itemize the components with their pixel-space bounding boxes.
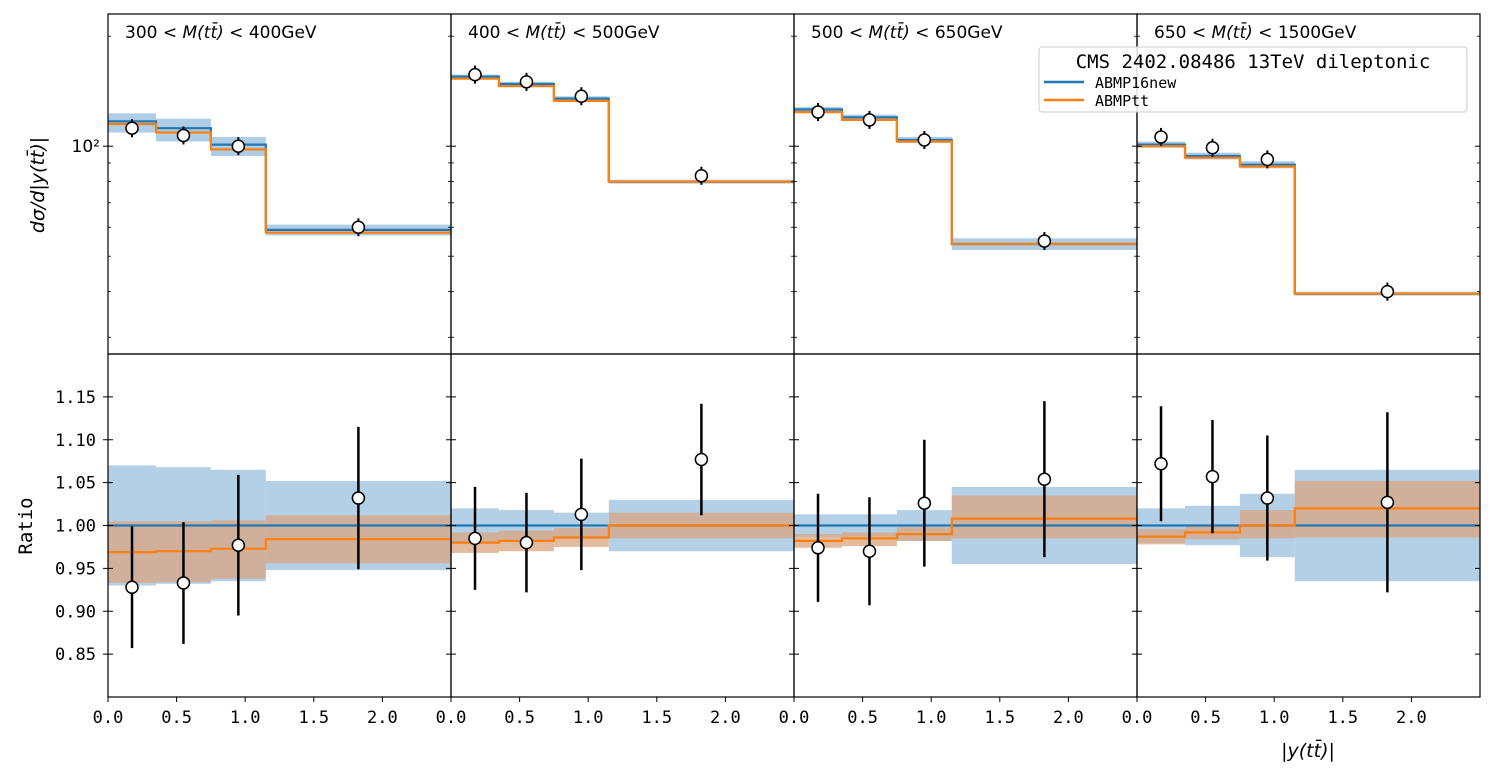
- top-axes-frame-p0: [107, 13, 452, 355]
- top-data-point-p1-2: [574, 89, 589, 103]
- x-tick-label-p3-1: 0.5: [1190, 708, 1221, 728]
- ratio-data-point-p2-1: [862, 544, 877, 558]
- legend-label-abmp16new: ABMP16new: [1095, 74, 1177, 92]
- x-tick-label-p0-4: 2.0: [367, 708, 398, 728]
- x-tick-label-p2-0: 0.0: [779, 708, 810, 728]
- x-tick-label-p0-3: 1.5: [298, 708, 329, 728]
- x-tick-label-p1-3: 1.5: [641, 708, 672, 728]
- x-tick-label-p1-4: 2.0: [710, 708, 741, 728]
- top-y-axis-label: dσ/d|y(tt̄)|: [25, 137, 49, 233]
- top-y-tick-label-100: 10²: [72, 137, 100, 157]
- ratio-data-point-p3-3: [1380, 495, 1395, 510]
- top-data-point-p3-3: [1380, 284, 1395, 299]
- ratio-data-point-p3-1: [1205, 469, 1220, 484]
- ratio-line-abmptt-p2: [794, 517, 1137, 542]
- x-tick-label-p2-4: 2.0: [1053, 708, 1084, 728]
- top-data-point-p1-0: [468, 67, 482, 82]
- x-tick-label-p1-0: 0.0: [436, 708, 467, 728]
- x-tick-label-p2-3: 1.5: [984, 708, 1015, 728]
- top-line-abmp16new-p1: [451, 75, 794, 183]
- axes-frame-layer: [103, 13, 1481, 702]
- panel-mass-label-p1: 400 < M(tt̄) < 500GeV: [468, 21, 660, 43]
- ratio-data-point-p0-3: [351, 491, 366, 505]
- panel-mass-label-p3: 650 < M(tt̄) < 1500GeV: [1154, 21, 1357, 43]
- panel-mass-label-p0: 300 < M(tt̄) < 400GeV: [125, 21, 317, 43]
- top-data-point-p3-2: [1260, 152, 1275, 167]
- ratio-data-point-p2-3: [1037, 472, 1052, 486]
- ratio-data-point-p1-1: [519, 535, 534, 550]
- top-line-abmptt-p2: [794, 111, 1137, 246]
- legend-label-abmptt: ABMPtt: [1095, 92, 1149, 110]
- ratio-data-point-p1-3: [694, 452, 709, 467]
- ratio-line-abmptt-p1: [451, 524, 794, 544]
- top-data-point-p2-1: [862, 113, 877, 127]
- bottom-y-axis-label: Ratio: [15, 497, 37, 554]
- ratio-data-point-p2-0: [811, 541, 825, 555]
- top-data-point-p0-3: [351, 220, 366, 235]
- top-data-point-p3-0: [1154, 130, 1168, 144]
- legend-title: CMS 2402.08486 13TeV dileptonic: [1076, 51, 1431, 73]
- ratio-tick-label-0: 0.85: [55, 645, 96, 665]
- ratio-tick-label-5: 1.10: [55, 431, 96, 451]
- ratio-tick-label-4: 1.05: [55, 474, 96, 494]
- x-tick-label-p1-2: 1.0: [573, 708, 604, 728]
- prediction-lines-layer: [108, 75, 1480, 554]
- axis-text-layer: dσ/d|y(tt̄)| Ratio |y(tt̄)| 0.0 0.5 1.0 1.5…: [15, 21, 1427, 762]
- top-line-abmp16new-p3: [1137, 143, 1480, 295]
- ratio-data-point-p3-0: [1154, 457, 1168, 471]
- ratio-tick-label-1: 0.90: [55, 602, 96, 622]
- x-tick-label-p3-0: 0.0: [1122, 708, 1153, 728]
- top-data-point-p2-2: [917, 133, 932, 147]
- ratio-data-point-p0-2: [231, 538, 246, 552]
- top-data-point-p0-2: [231, 139, 246, 153]
- top-data-point-p0-0: [125, 121, 139, 135]
- top-data-point-p2-3: [1037, 234, 1052, 248]
- x-tick-label-p0-0: 0.0: [93, 708, 124, 728]
- ratio-line-abmptt-p0: [108, 538, 451, 554]
- x-axis-label: |y(tt̄)|: [1281, 738, 1335, 762]
- x-tick-label-p2-2: 1.0: [916, 708, 947, 728]
- legend-box: [1038, 46, 1468, 113]
- ratio-data-point-p1-0: [468, 531, 482, 546]
- top-line-abmptt-p0: [108, 122, 451, 234]
- legend: CMS 2402.08486 13TeV dileptonic ABMP16ne…: [1038, 46, 1468, 113]
- data-points-layer: [125, 65, 1395, 649]
- x-tick-label-p2-1: 0.5: [847, 708, 878, 728]
- top-data-point-p0-1: [176, 128, 191, 143]
- ratio-line-abmptt-p3: [1137, 507, 1480, 538]
- x-tick-label-p3-2: 1.0: [1259, 708, 1290, 728]
- panel-mass-label-p2: 500 < M(tt̄) < 650GeV: [811, 21, 1003, 43]
- x-tick-label-p0-1: 0.5: [161, 708, 192, 728]
- ratio-data-point-p2-2: [917, 496, 932, 510]
- ratio-data-point-p3-2: [1260, 491, 1275, 505]
- top-line-abmp16new-p2: [794, 108, 1137, 246]
- x-tick-label-p0-2: 1.0: [230, 708, 261, 728]
- top-line-abmptt-p3: [1137, 145, 1480, 295]
- ratio-data-point-p0-1: [176, 576, 191, 590]
- ratio-tick-label-6: 1.15: [55, 388, 96, 408]
- ratio-data-point-p0-0: [125, 580, 139, 594]
- ratio-tick-label-2: 0.95: [55, 559, 96, 579]
- top-data-point-p1-1: [519, 75, 534, 89]
- top-data-point-p3-1: [1205, 141, 1220, 155]
- ratio-tick-label-3: 1.00: [55, 517, 96, 537]
- ratio-data-point-p1-2: [574, 507, 589, 522]
- top-axes-frame-p1: [450, 13, 795, 355]
- top-data-point-p2-0: [811, 105, 825, 119]
- x-tick-label-p3-3: 1.5: [1327, 708, 1358, 728]
- top-data-point-p1-3: [694, 169, 709, 183]
- x-tick-label-p1-1: 0.5: [504, 708, 535, 728]
- top-line-abmptt-p1: [451, 77, 794, 183]
- x-tick-label-p3-4: 2.0: [1396, 708, 1427, 728]
